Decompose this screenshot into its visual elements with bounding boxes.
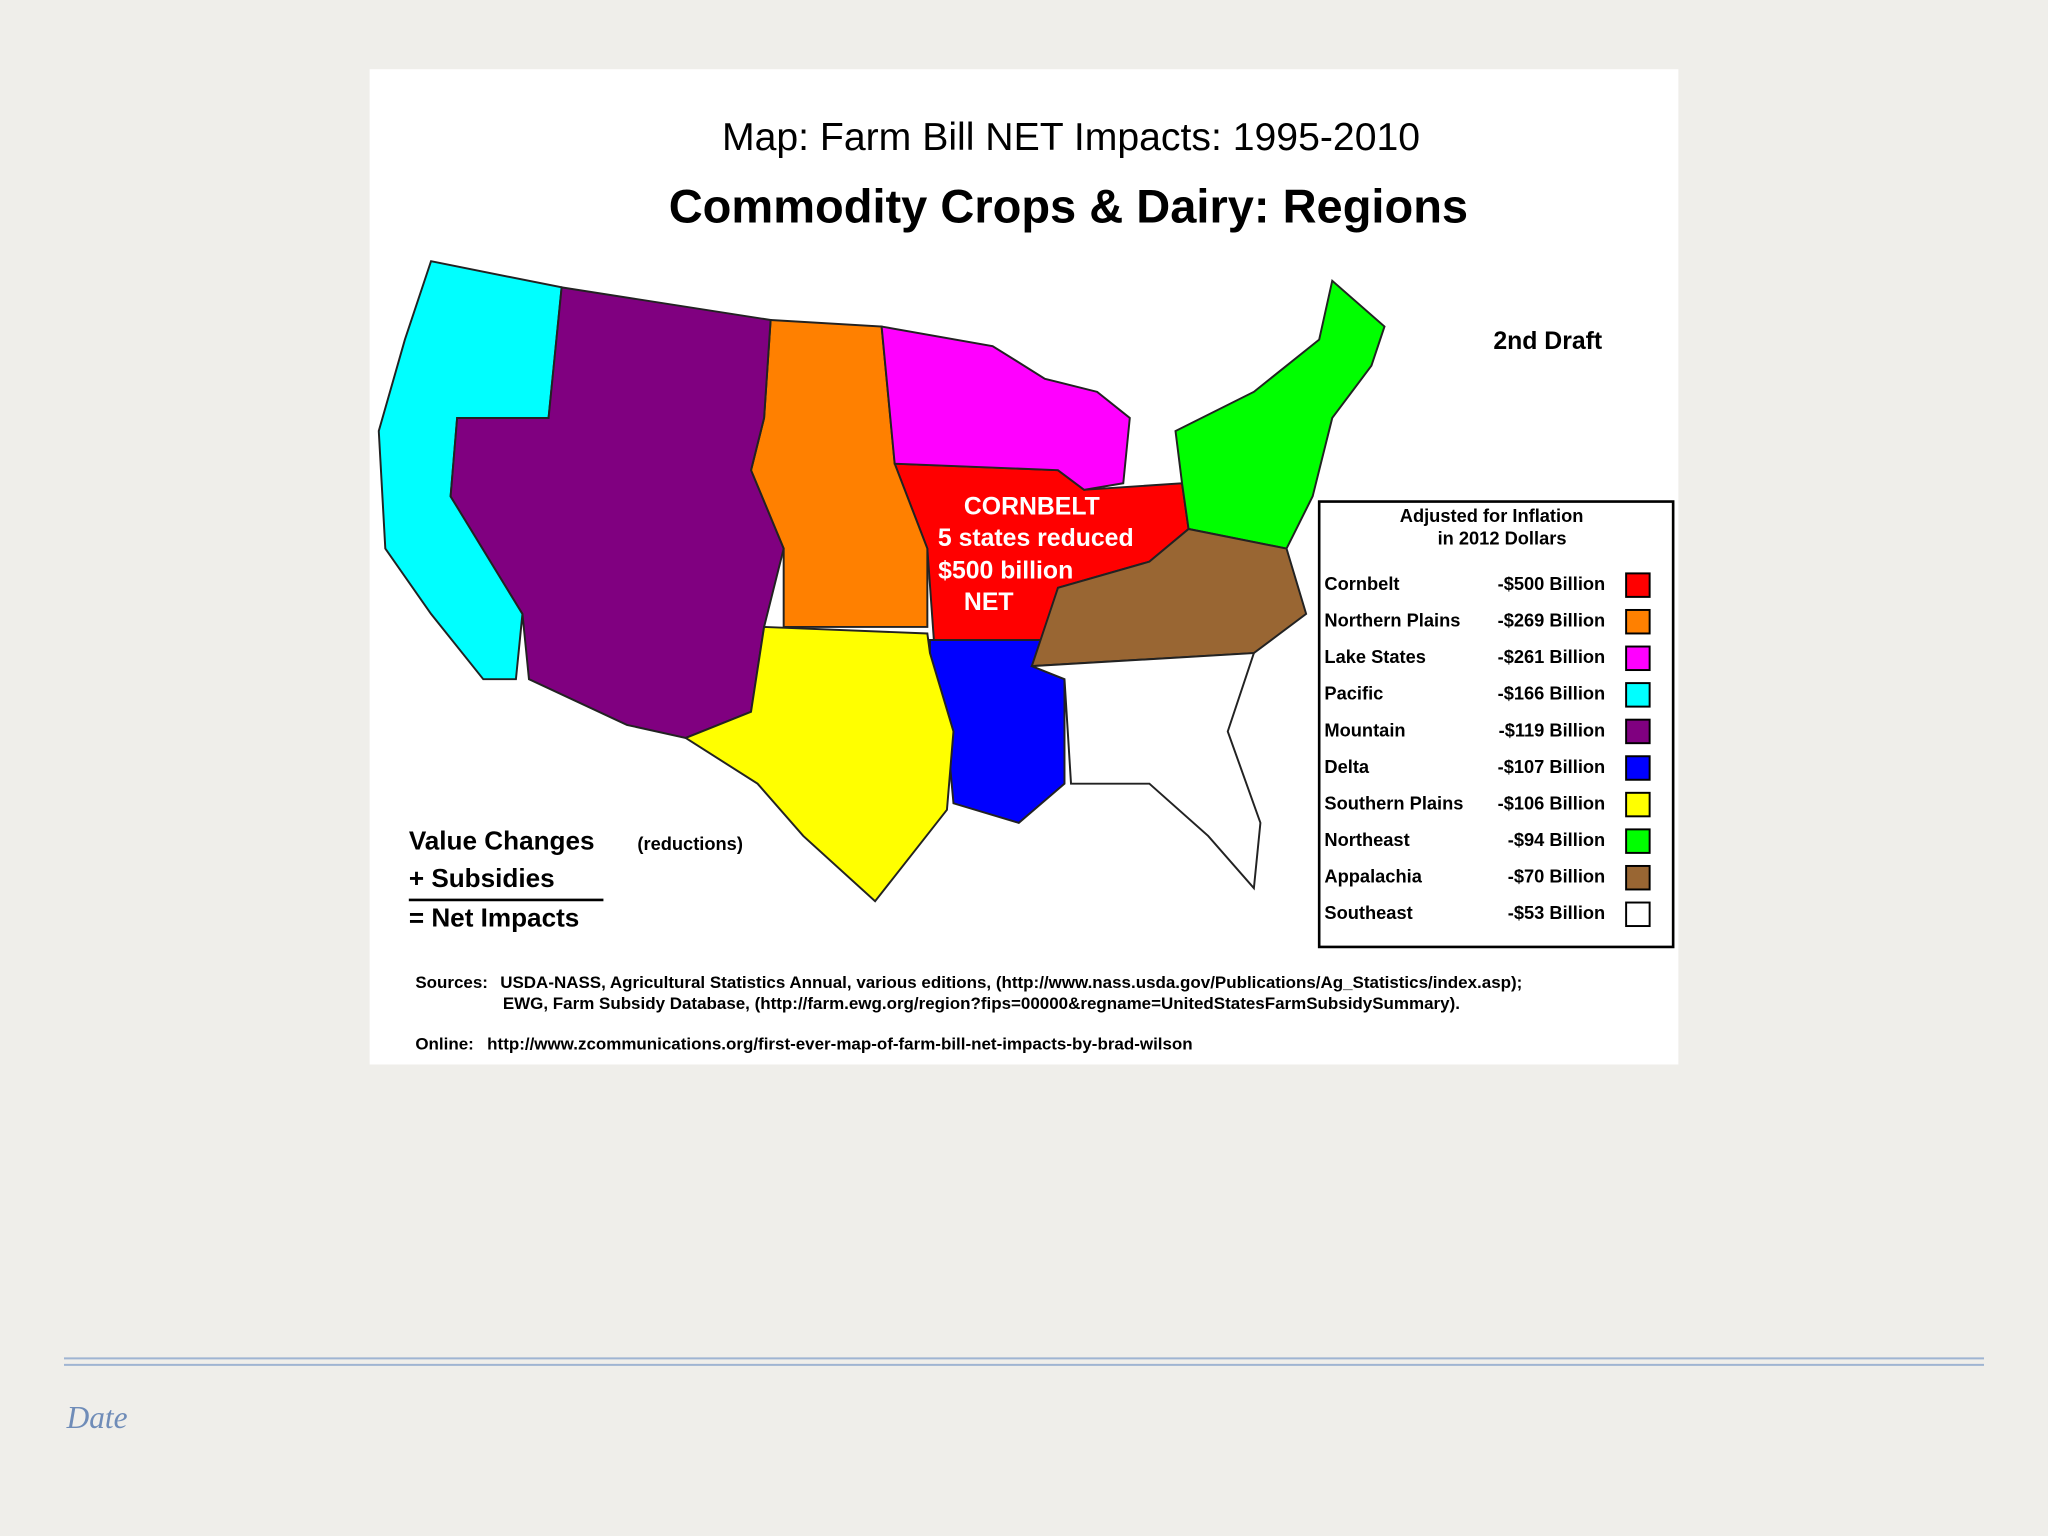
- legend-value: -$107 Billion: [1498, 756, 1606, 777]
- legend-box: [1317, 500, 1675, 949]
- region: [1031, 651, 1262, 891]
- legend-name: Pacific: [1324, 683, 1383, 704]
- online-label: Online:: [415, 1034, 473, 1053]
- sources-line: USDA-NASS, Agricultural Statistics Annua…: [500, 973, 1522, 992]
- legend: Adjusted for Inflation in 2012 Dollars C…: [1317, 500, 1675, 949]
- legend-swatch: [1625, 828, 1651, 854]
- region: [880, 325, 1131, 491]
- legend-swatch: [1625, 718, 1651, 745]
- legend-value: -$70 Billion: [1508, 866, 1605, 887]
- note-line: 5 states reduced: [938, 525, 1134, 552]
- legend-value: -$500 Billion: [1498, 573, 1606, 594]
- legend-swatch: [1625, 572, 1651, 598]
- legend-swatch: [1625, 901, 1651, 928]
- map-subtitle: Commodity Crops & Dairy: Regions: [669, 180, 1468, 233]
- formula-line: + Subsidies: [409, 863, 555, 893]
- note-line: $500 billion: [938, 558, 1073, 585]
- sources-label: Sources:: [415, 973, 488, 992]
- map-title: Map: Farm Bill NET Impacts: 1995-2010: [722, 116, 1420, 159]
- legend-swatch: [1625, 608, 1651, 635]
- cornbelt-note: CORNBELT 5 states reduced $500 billion N…: [938, 494, 1134, 616]
- legend-value: -$261 Billion: [1498, 646, 1606, 667]
- note-line: CORNBELT: [964, 494, 1100, 521]
- region: [683, 625, 955, 903]
- online-url: http://www.zcommunications.org/first-eve…: [487, 1034, 1192, 1053]
- legend-swatch: [1625, 682, 1651, 708]
- legend-value: -$53 Billion: [1508, 902, 1605, 923]
- legend-name: Delta: [1324, 756, 1370, 777]
- legend-swatch: [1625, 864, 1651, 891]
- sources: Sources: USDA-NASS, Agricultural Statist…: [415, 973, 1522, 1053]
- legend-title: Adjusted for Inflation: [1400, 505, 1584, 526]
- note-line: NET: [964, 589, 1014, 616]
- formula-note: (reductions): [637, 833, 743, 854]
- regions: [377, 260, 1386, 903]
- legend-name: Cornbelt: [1324, 573, 1399, 594]
- legend-swatch: [1625, 645, 1651, 672]
- legend-swatch: [1625, 791, 1651, 818]
- legend-value: -$94 Billion: [1508, 829, 1605, 850]
- legend-name: Northern Plains: [1324, 610, 1460, 631]
- legend-name: Southern Plains: [1324, 792, 1463, 813]
- formula-line: Value Changes: [409, 825, 595, 855]
- legend-value: -$166 Billion: [1498, 683, 1606, 704]
- draft-label: 2nd Draft: [1493, 328, 1602, 355]
- legend-value: -$119 Billion: [1499, 719, 1606, 740]
- legend-value: -$269 Billion: [1498, 610, 1606, 631]
- legend-title: in 2012 Dollars: [1438, 527, 1567, 548]
- legend-name: Lake States: [1324, 646, 1426, 667]
- formula-line: = Net Impacts: [409, 902, 580, 932]
- legend-name: Southeast: [1324, 902, 1412, 923]
- region: [1030, 527, 1308, 668]
- sources-line: EWG, Farm Subsidy Database, (http://farm…: [503, 994, 1460, 1013]
- footer-date: Date: [66, 1400, 128, 1435]
- formula: Value Changes (reductions) + Subsidies =…: [409, 825, 743, 932]
- legend-value: -$106 Billion: [1498, 792, 1606, 813]
- legend-name: Mountain: [1324, 719, 1405, 740]
- legend-swatch: [1625, 755, 1651, 781]
- legend-name: Appalachia: [1324, 866, 1422, 887]
- legend-name: Northeast: [1324, 829, 1409, 850]
